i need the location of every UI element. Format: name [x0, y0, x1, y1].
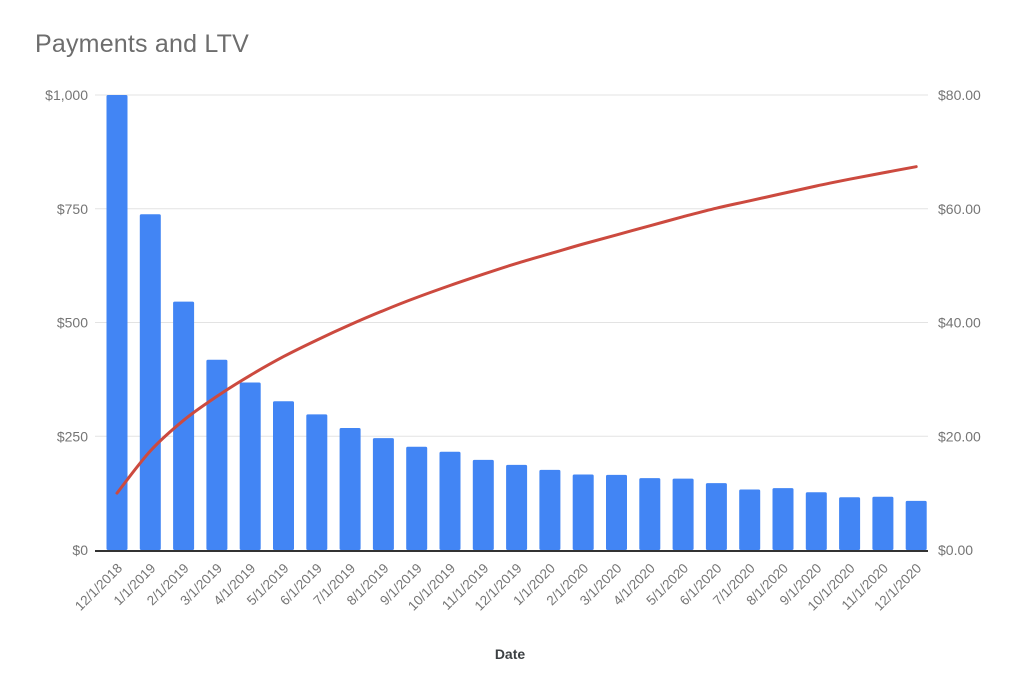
bar-1/1/2019: [139, 214, 161, 550]
bar-9/1/2020: [805, 492, 827, 550]
right-axis-labels: $80.00 $60.00 $40.00 $20.00 $0.00: [938, 87, 981, 558]
right-axis-tick-label: $0.00: [938, 542, 973, 558]
chart-title: Payments and LTV: [35, 30, 249, 58]
left-axis-tick-label: $500: [57, 315, 88, 331]
bar-10/1/2020: [839, 497, 861, 550]
bar-2/1/2019: [173, 301, 195, 550]
bar-9/1/2019: [406, 446, 428, 550]
bar-8/1/2020: [772, 488, 794, 550]
bar-3/1/2020: [606, 474, 627, 550]
bar-12/1/2018: [106, 95, 128, 550]
right-axis-tick-label: $20.00: [938, 428, 981, 444]
ltv-line-series: [115, 165, 918, 495]
bar-7/1/2019: [339, 428, 361, 550]
bar-10/1/2019: [439, 451, 461, 550]
bar-5/1/2020: [672, 478, 694, 550]
payments-bar-series: [106, 95, 927, 550]
bar-3/1/2019: [206, 359, 228, 550]
left-axis-tick-label: $1,000: [45, 87, 88, 103]
x-axis-labels: 12/1/20181/1/20192/1/20193/1/20194/1/201…: [72, 561, 924, 614]
bar-1/1/2020: [539, 469, 561, 550]
bar-11/1/2020: [872, 496, 894, 550]
bar-6/1/2019: [306, 414, 328, 550]
bar-8/1/2019: [372, 438, 394, 550]
right-axis-tick-label: $40.00: [938, 315, 981, 331]
right-axis-tick-label: $80.00: [938, 87, 981, 103]
bar-4/1/2019: [239, 382, 261, 550]
right-axis-tick-label: $60.00: [938, 201, 981, 217]
bar-7/1/2020: [739, 489, 761, 550]
bar-11/1/2019: [472, 459, 494, 550]
bar-12/1/2019: [506, 464, 528, 550]
x-tick-label: 12/1/2018: [72, 561, 125, 614]
x-axis-title: Date: [494, 646, 526, 662]
bar-12/1/2020: [905, 500, 927, 550]
bar-6/1/2020: [705, 483, 727, 550]
left-axis-tick-label: $250: [57, 428, 88, 444]
left-axis-tick-label: $750: [57, 201, 88, 217]
bar-4/1/2020: [639, 478, 661, 550]
bar-5/1/2019: [273, 401, 294, 550]
gridlines: [95, 94, 928, 437]
bar-2/1/2020: [572, 474, 594, 550]
left-axis-labels: $1,000 $750 $500 $250 $0: [45, 87, 88, 558]
left-axis-tick-label: $0: [72, 542, 88, 558]
